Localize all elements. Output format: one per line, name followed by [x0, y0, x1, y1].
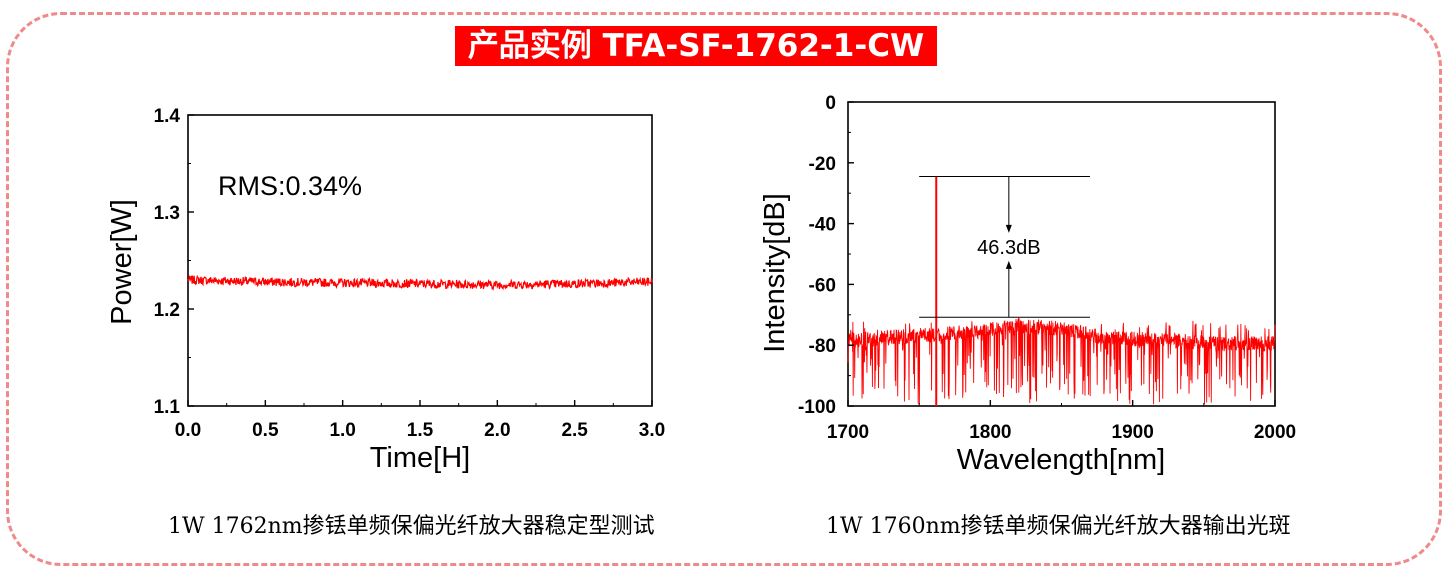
left-plot-frame — [187, 114, 653, 407]
left-y-tick-label: 1.3 — [154, 203, 180, 224]
left-x-tick-label: 2.5 — [561, 420, 588, 441]
left-x-tick-label: 2.0 — [484, 420, 510, 441]
left-x-tick-label: 1.0 — [329, 420, 355, 441]
right-y-tick-label: -80 — [809, 336, 836, 357]
left-y-tick-label: 1.2 — [154, 300, 180, 321]
right-x-tick-label: 1700 — [827, 422, 869, 443]
right-x-tick-label: 1900 — [1112, 422, 1154, 443]
right-y-ticks: 0 -20 -40 -60 -80 -100 — [798, 93, 854, 418]
left-y-tick-label: 1.1 — [154, 397, 181, 418]
right-x-tick-label: 2000 — [1254, 422, 1296, 443]
arrowhead-up-icon — [1005, 260, 1012, 269]
left-x-tick-label: 3.0 — [639, 420, 665, 441]
left-y-axis-label: Power[W] — [106, 199, 138, 325]
right-y-tick-label: 0 — [825, 93, 836, 114]
right-y-tick-label: -100 — [798, 397, 836, 418]
right-x-axis-label: Wavelength[nm] — [957, 444, 1165, 476]
right-x-ticks: 1700 1800 1900 2000 — [827, 400, 1296, 443]
delta-db-annotation: 46.3dB — [977, 237, 1040, 259]
right-y-tick-label: -60 — [809, 275, 836, 296]
left-y-tick-label: 1.4 — [154, 106, 181, 127]
right-x-tick-label: 1800 — [969, 422, 1011, 443]
rms-annotation: RMS:0.34% — [218, 171, 362, 201]
dashed-frame — [6, 12, 1442, 566]
left-x-tick-label: 1.5 — [407, 420, 434, 441]
arrowhead-down-icon — [1005, 224, 1012, 233]
product-banner: 产品实例 TFA-SF-1762-1-CW — [455, 26, 937, 66]
right-y-tick-label: -20 — [809, 154, 836, 175]
right-caption: 1W 1760nm掺铥单频保偏光纤放大器输出光斑 — [826, 514, 1291, 539]
left-x-tick-label: 0.5 — [252, 420, 279, 441]
left-caption: 1W 1762nm掺铥单频保偏光纤放大器稳定型测试 — [168, 514, 655, 539]
right-y-axis-label: Intensity[dB] — [759, 193, 791, 353]
spectrum-noise-line — [847, 317, 1276, 405]
left-x-ticks: 0.0 0.5 1.0 1.5 2.0 2.5 3.0 — [175, 400, 665, 441]
spectrum-chart: 0 -20 -40 -60 -80 -100 1700 1800 1900 2000 46.3d… — [759, 93, 1296, 476]
power-series-line — [187, 274, 653, 291]
power-stability-chart: 1.1 1.2 1.3 1.4 0.0 0.5 1.0 1.5 2.0 2.5 3.0 RMS:0… — [106, 106, 665, 474]
left-x-axis-label: Time[H] — [370, 442, 470, 474]
right-y-tick-label: -40 — [809, 215, 836, 236]
left-y-ticks: 1.1 1.2 1.3 1.4 — [154, 106, 194, 418]
left-x-tick-label: 0.0 — [175, 420, 201, 441]
